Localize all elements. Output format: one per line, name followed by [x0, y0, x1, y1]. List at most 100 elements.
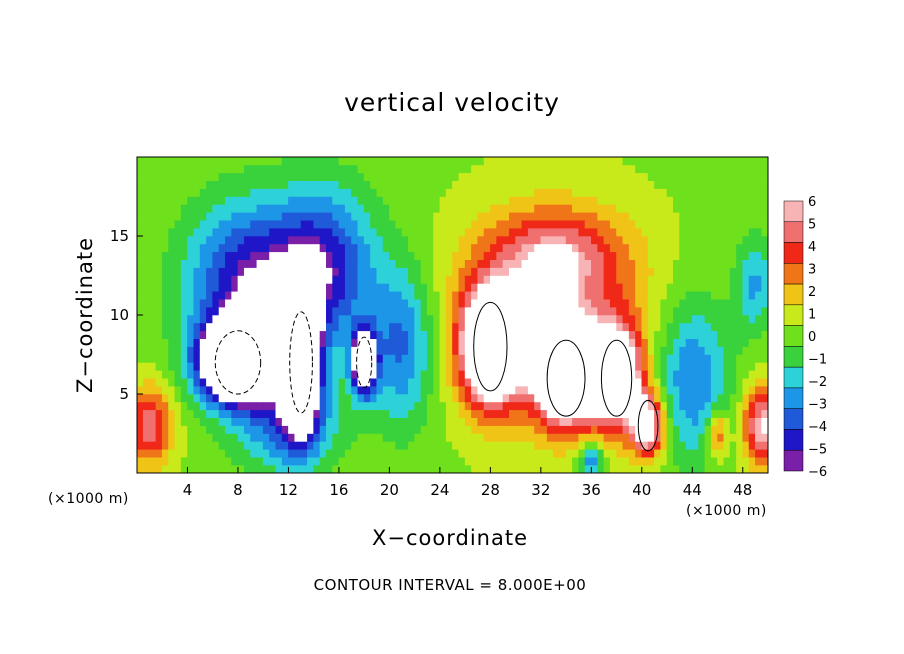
- field-cell: [137, 330, 144, 339]
- field-cell: [647, 370, 655, 379]
- field-cell: [433, 283, 441, 292]
- field-cell: [477, 188, 485, 197]
- field-cell: [433, 219, 441, 229]
- field-cell: [300, 164, 308, 174]
- field-cell: [212, 393, 220, 403]
- field-cell: [433, 401, 441, 411]
- field-cell: [729, 385, 737, 395]
- field-cell: [256, 204, 264, 213]
- field-cell: [168, 212, 176, 221]
- field-cell: [679, 180, 687, 189]
- field-cell: [269, 235, 277, 245]
- field-cell: [679, 346, 687, 355]
- field-cell: [206, 243, 214, 253]
- field-cell: [351, 393, 359, 403]
- field-cell: [243, 370, 251, 379]
- field-cell: [389, 314, 397, 324]
- field-cell: [717, 188, 725, 197]
- field-cell: [761, 164, 768, 174]
- field-cell: [616, 291, 624, 300]
- field-cell: [584, 157, 592, 166]
- field-cell: [635, 409, 643, 418]
- field-cell: [206, 346, 214, 355]
- field-cell: [351, 157, 359, 166]
- field-cell: [149, 196, 157, 205]
- field-cell: [527, 385, 535, 395]
- field-cell: [477, 346, 485, 355]
- field-cell: [218, 362, 226, 371]
- field-cell: [206, 401, 214, 411]
- field-cell: [313, 267, 321, 276]
- field-cell: [426, 157, 434, 166]
- field-cell: [685, 267, 693, 276]
- field-cell: [180, 251, 188, 260]
- field-cell: [679, 377, 687, 387]
- field-cell: [698, 306, 706, 316]
- field-cell: [307, 243, 314, 253]
- field-cell: [553, 464, 561, 473]
- field-cell: [439, 433, 447, 442]
- contour-line: [600, 339, 633, 417]
- field-cell: [736, 385, 744, 395]
- field-cell: [565, 409, 573, 418]
- field-cell: [717, 401, 725, 411]
- field-cell: [691, 267, 699, 276]
- field-cell: [231, 314, 239, 324]
- field-cell: [654, 370, 662, 379]
- field-cell: [464, 204, 472, 213]
- field-cell: [137, 306, 144, 316]
- field-cell: [622, 164, 630, 174]
- field-cell: [281, 354, 289, 363]
- field-cell: [307, 164, 314, 174]
- field-cell: [319, 385, 327, 395]
- field-cell: [376, 235, 384, 245]
- field-cell: [521, 275, 529, 284]
- field-cell: [326, 354, 333, 363]
- field-cell: [578, 219, 586, 229]
- field-cell: [332, 393, 340, 403]
- field-cell: [647, 157, 655, 166]
- field-cell: [445, 164, 453, 174]
- field-cell: [496, 409, 504, 418]
- field-cell: [534, 425, 542, 434]
- field-cell: [262, 219, 270, 229]
- field-cell: [294, 401, 302, 411]
- field-cell: [294, 441, 302, 450]
- field-cell: [723, 464, 731, 473]
- field-cell: [376, 322, 384, 332]
- field-cell: [622, 409, 630, 418]
- field-cell: [420, 464, 428, 473]
- field-cell: [363, 267, 371, 276]
- field-cell: [616, 425, 624, 434]
- field-cell: [401, 164, 409, 174]
- field-cell: [395, 401, 403, 411]
- field-cell: [389, 259, 397, 268]
- field-cell: [313, 449, 321, 458]
- field-cell: [288, 180, 296, 189]
- field-cell: [250, 330, 258, 339]
- field-cell: [187, 291, 195, 300]
- field-cell: [603, 441, 611, 450]
- field-cell: [710, 275, 718, 284]
- field-cell: [420, 283, 428, 292]
- field-cell: [389, 243, 397, 253]
- field-cell: [332, 283, 340, 292]
- colorbar-tick-label: 3: [808, 263, 816, 278]
- field-cell: [534, 196, 542, 205]
- field-cell: [199, 330, 207, 339]
- field-cell: [597, 417, 605, 426]
- field-cell: [666, 251, 674, 260]
- field-cell: [508, 362, 516, 371]
- field-cell: [426, 172, 434, 181]
- field-cell: [376, 449, 384, 458]
- field-cell: [376, 306, 384, 316]
- field-cell: [490, 441, 497, 450]
- field-cell: [212, 267, 220, 276]
- field-cell: [748, 204, 756, 213]
- field-cell: [591, 212, 598, 221]
- field-cell: [660, 298, 668, 308]
- field-cell: [748, 291, 756, 300]
- field-cell: [288, 227, 296, 237]
- field-cell: [326, 464, 333, 473]
- field-cell: [490, 417, 497, 426]
